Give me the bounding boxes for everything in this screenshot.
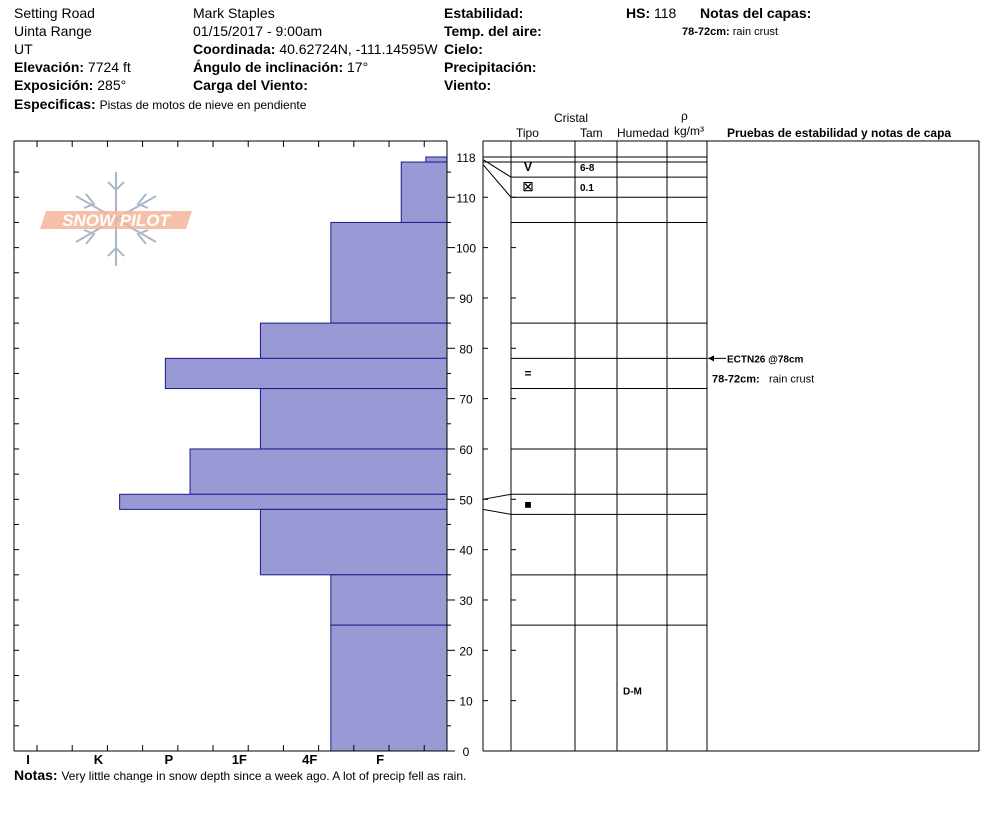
depth-tick-label: 0 [463, 745, 470, 759]
specifics-label: Especificas: [14, 96, 96, 112]
layer-notes-label: Notas del capas: [700, 5, 812, 21]
depth-tick-label: 118 [456, 151, 475, 165]
size-header: Tam [580, 126, 603, 140]
grain-size-value: 6-8 [580, 163, 595, 174]
range: Uinta Range [14, 23, 92, 39]
hardness-bar [425, 156, 448, 163]
location: Setting Road [14, 5, 95, 21]
hardness-label: F [376, 752, 384, 767]
hs-value: 118 [654, 5, 677, 21]
state: UT [14, 41, 33, 57]
moisture-header: Humedad [617, 126, 670, 140]
crystal-header: Cristal [554, 111, 589, 125]
hardness-label: 4F [302, 752, 317, 767]
precip-label: Precipitación: [444, 59, 537, 75]
depth-tick-label: 40 [459, 544, 473, 558]
type-header: Tipo [516, 126, 539, 140]
hardness-bar [330, 221, 448, 324]
hardness-bar [189, 448, 448, 495]
grain-size-value: 0.1 [580, 183, 594, 194]
hardness-bar [400, 161, 448, 223]
hardness-label: I [26, 752, 30, 767]
hs: HS: 118 [626, 5, 676, 21]
depth-tick-label: 100 [456, 242, 476, 256]
depth-tick-label: 30 [459, 594, 473, 608]
wind-label: Viento: [444, 77, 492, 93]
logo-text: SNOW PILOT [62, 211, 171, 230]
hardness-bar [259, 508, 448, 576]
hardness-label: K [94, 752, 104, 767]
notes: Notas: Very little change in snow depth … [14, 767, 466, 784]
slope-value: 17° [347, 59, 369, 75]
hardness-label: P [165, 752, 174, 767]
observer: Mark Staples [193, 5, 275, 21]
stability-test-label: ECTN26 @78cm [727, 354, 804, 365]
sky-label: Cielo: [444, 41, 483, 57]
coord-label: Coordinada: [193, 41, 276, 57]
specifics-value: Pistas de motos de nieve en pendiente [99, 98, 307, 112]
aspect: Exposición: 285° [14, 77, 126, 93]
layer-connector-line [482, 508, 512, 515]
test-note-depth: 78-72cm: [712, 373, 760, 385]
hardness-bar [119, 493, 448, 510]
elevation-label: Elevación: [14, 59, 85, 75]
depth-tick-label: 50 [459, 493, 473, 507]
wind-load: Carga del Viento: [193, 77, 308, 93]
grain-type-symbol: ■ [524, 497, 531, 511]
layer-note-depth: 78-72cm: [682, 26, 730, 38]
datetime: 01/15/2017 - 9:00am [193, 23, 323, 39]
layer-connector-line [482, 159, 512, 178]
depth-tick-label: 10 [459, 695, 473, 709]
layer-note-text: rain crust [732, 26, 779, 38]
density-unit-header: kg/m³ [674, 124, 704, 138]
grain-type-symbol: = [524, 366, 531, 380]
tests-header: Pruebas de estabilidad y notas de capa [727, 126, 952, 140]
grain-type-symbol: ☒ [523, 180, 534, 194]
hardness-bar [259, 322, 448, 359]
air-temp-label: Temp. del aire: [444, 23, 542, 39]
notes-label: Notas: [14, 767, 58, 783]
grain-type-symbol: V [524, 160, 532, 174]
test-note-text: rain crust [769, 373, 814, 385]
snowpilot-logo: SNOW PILOT [40, 172, 192, 266]
depth-tick-label: 110 [456, 191, 475, 205]
hs-label: HS: [626, 5, 651, 21]
hardness-bar [330, 624, 448, 752]
rho-header: ρ [681, 109, 688, 123]
test-arrow-head-icon [708, 355, 714, 362]
slope-label: Ángulo de inclinación: [193, 59, 344, 75]
coord-value: 40.62724N, -111.14595W [279, 41, 438, 57]
wind-load-label: Carga del Viento: [193, 77, 308, 93]
hardness-bar [164, 357, 448, 390]
aspect-label: Exposición: [14, 77, 94, 93]
hardness-bar [330, 574, 448, 626]
specifics: Especificas: Pistas de motos de nieve en… [14, 96, 306, 113]
stability-label: Estabilidad: [444, 5, 524, 21]
depth-tick-label: 60 [459, 443, 473, 457]
moisture-value: D-M [623, 687, 642, 698]
elevation: Elevación: 7724 ft [14, 59, 131, 75]
hardness-label: 1F [232, 752, 247, 767]
depth-tick-label: 20 [459, 644, 473, 658]
hardness-bar [259, 388, 448, 450]
coordinates: Coordinada: 40.62724N, -111.14595W [193, 41, 438, 57]
notes-text: Very little change in snow depth since a… [61, 769, 467, 783]
depth-tick-label: 70 [459, 393, 473, 407]
layer-connector-line [482, 493, 512, 500]
layer-note: 78-72cm: rain crust [682, 24, 778, 40]
layer-connector-line [482, 164, 512, 198]
depth-tick-label: 90 [459, 292, 473, 306]
depth-tick-label: 80 [459, 342, 473, 356]
aspect-value: 285° [97, 77, 127, 93]
elevation-value: 7724 ft [87, 59, 131, 75]
slope-angle: Ángulo de inclinación: 17° [193, 59, 368, 75]
